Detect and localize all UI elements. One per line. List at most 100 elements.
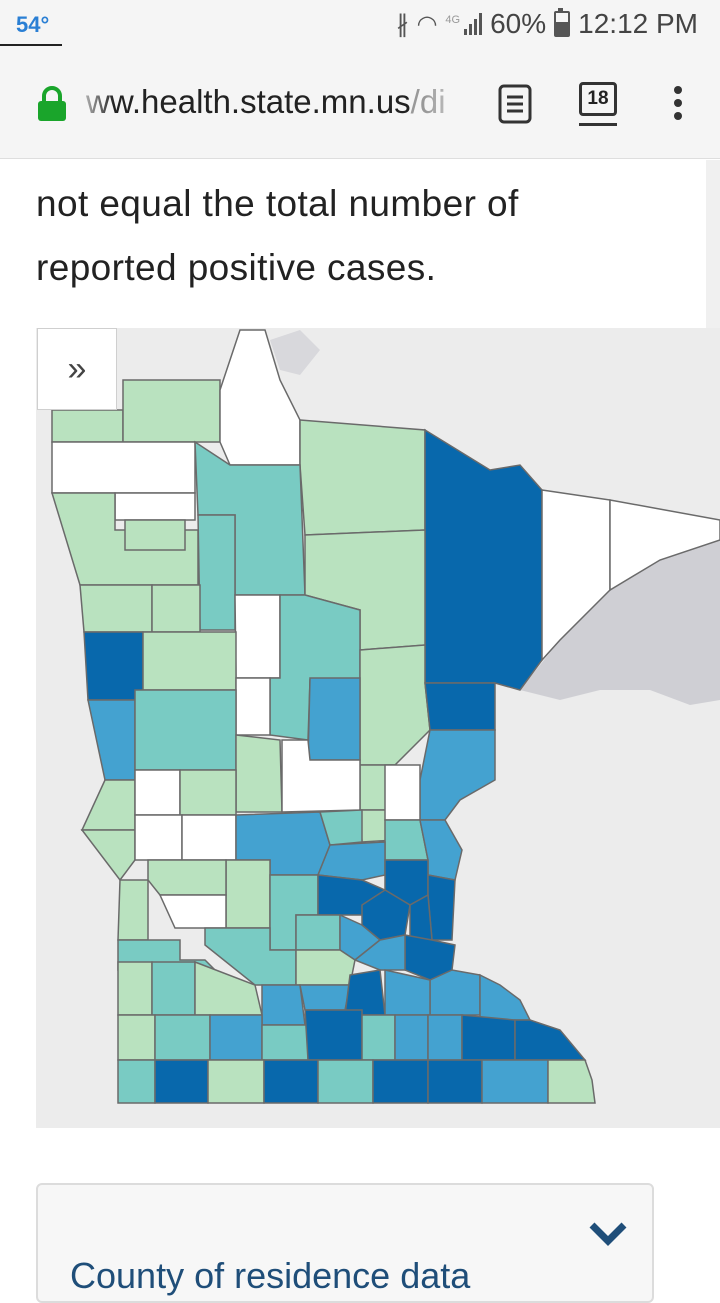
county-winona (514, 1019, 587, 1061)
county-grant (134, 769, 181, 816)
county-blue-earth (304, 1009, 363, 1061)
county-crow-wing (307, 677, 361, 761)
county-sherburne (316, 841, 386, 881)
county-rock (117, 1059, 156, 1104)
county-le-sueur (344, 969, 386, 1016)
county-hubbard (234, 594, 281, 679)
signal-icon (464, 13, 483, 35)
county-wadena (235, 677, 271, 736)
body-text-line: not equal the total number of (36, 183, 519, 224)
battery-icon (554, 8, 571, 37)
menu-icon[interactable] (672, 86, 684, 122)
county-marshall (51, 441, 196, 494)
lake-superior (520, 540, 720, 705)
county-mcleod (295, 914, 341, 951)
county-data-accordion[interactable]: County of residence data (36, 1183, 654, 1303)
county-douglas (179, 769, 237, 816)
county-lac-qui-parle (158, 894, 227, 929)
county-martin (263, 1059, 319, 1104)
wifi-icon: ◠ (416, 10, 438, 38)
county-kittson (51, 409, 124, 443)
minnesota-map-svg (50, 329, 720, 1104)
county-steele (394, 1014, 429, 1061)
county-pipestone (117, 1014, 156, 1061)
county-lake (424, 428, 543, 691)
county-waseca (361, 1014, 396, 1061)
county-freeborn (372, 1059, 429, 1104)
county-pine (419, 729, 496, 821)
county-clearwater (197, 514, 236, 631)
county-fillmore (481, 1059, 549, 1104)
county-faribault (317, 1059, 374, 1104)
lake-of-the-woods (270, 330, 320, 375)
browser-toolbar: ww.health.state.mn.us/di 18 (0, 50, 720, 159)
county-morrison (281, 739, 361, 813)
county-wabasha (479, 973, 532, 1021)
county-lincoln (117, 961, 153, 1016)
county-mower (427, 1059, 483, 1104)
county-houston (547, 1059, 596, 1104)
status-icons: ∦ ◠ 4G 60% 12:12 PM (396, 8, 698, 40)
county-pennington (114, 492, 196, 521)
county-chippewa (147, 859, 227, 896)
county-wilkin (87, 699, 136, 781)
accordion-title: County of residence data (70, 1255, 471, 1296)
county-sibley (295, 949, 356, 986)
county-washington (427, 874, 456, 941)
county-brown (261, 984, 306, 1026)
battery-percent: 60% (490, 8, 547, 39)
county-stevens (134, 814, 183, 861)
county-murray (154, 1014, 211, 1061)
county-carlton (424, 682, 496, 731)
county-cottonwood (209, 1014, 263, 1061)
status-bar: 54° ∦ ◠ 4G 60% 12:12 PM (0, 0, 720, 50)
county-benton (319, 809, 363, 846)
county-st-louis-south (359, 644, 431, 766)
county-pope (181, 814, 237, 861)
county-norman (79, 584, 153, 633)
url-host: ww.health.state.mn.us (86, 83, 411, 120)
clock: 12:12 PM (578, 8, 698, 39)
expand-legend-button[interactable]: » (37, 328, 117, 410)
body-text-line: reported positive cases. (36, 247, 437, 288)
county-traverse (80, 779, 136, 831)
county-nobles (154, 1059, 209, 1104)
url-field[interactable]: ww.health.state.mn.us/di (86, 83, 470, 121)
county-becker (142, 631, 237, 691)
county-watonwan (261, 1024, 309, 1061)
county-scott (353, 934, 406, 971)
bluetooth-icon: ∦ (396, 10, 409, 38)
url-path: /di (410, 83, 446, 120)
county-map[interactable] (36, 328, 720, 1128)
county-nicollet (299, 984, 351, 1011)
temperature-indicator: 54° (16, 12, 50, 37)
reader-mode-icon[interactable] (498, 84, 532, 124)
county-cook-east (609, 499, 720, 592)
notification-underline (0, 44, 62, 46)
county-kanabec (384, 764, 421, 821)
page-gutter (706, 160, 720, 328)
county-kandiyohi (225, 859, 271, 929)
county-otter-tail (134, 689, 237, 771)
county-mahnomen (151, 584, 201, 633)
county-clay (83, 631, 144, 701)
county-todd (235, 734, 283, 813)
lock-icon[interactable] (36, 86, 68, 122)
county-big-stone (80, 829, 136, 882)
tabs-underline (579, 123, 617, 126)
network-type: 4G (445, 14, 461, 26)
tab-count: 18 (587, 88, 609, 109)
chevron-down-icon[interactable] (588, 1221, 628, 1249)
county-jackson (207, 1059, 265, 1104)
tabs-icon[interactable]: 18 (579, 82, 617, 116)
county-swift (117, 879, 149, 941)
county-dodge (427, 1014, 463, 1061)
county-goodhue (429, 969, 481, 1016)
county-red-lake (124, 519, 186, 551)
county-koochiching (299, 419, 426, 536)
county-roseau (122, 379, 221, 443)
body-text: not equal the total number of reported p… (36, 172, 676, 300)
county-lyon (151, 961, 196, 1016)
county-olmsted (461, 1014, 516, 1061)
county-cook (541, 489, 611, 662)
